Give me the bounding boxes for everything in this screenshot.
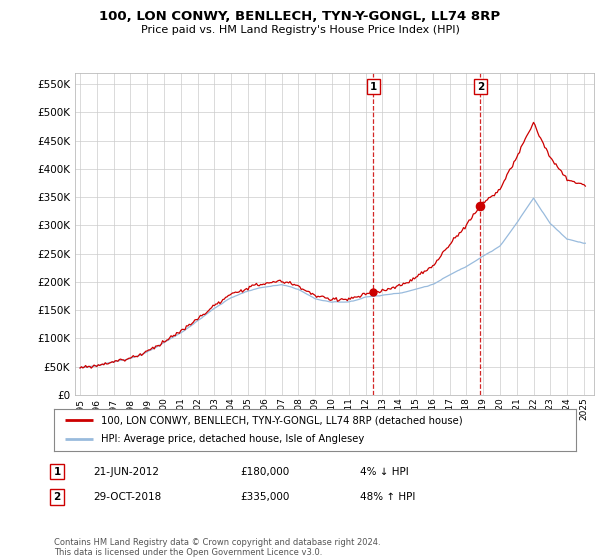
Text: £180,000: £180,000 [240,466,289,477]
Text: 2: 2 [53,492,61,502]
Text: 48% ↑ HPI: 48% ↑ HPI [360,492,415,502]
Text: 21-JUN-2012: 21-JUN-2012 [93,466,159,477]
Text: 100, LON CONWY, BENLLECH, TYN-Y-GONGL, LL74 8RP: 100, LON CONWY, BENLLECH, TYN-Y-GONGL, L… [100,10,500,23]
Text: 100, LON CONWY, BENLLECH, TYN-Y-GONGL, LL74 8RP (detached house): 100, LON CONWY, BENLLECH, TYN-Y-GONGL, L… [101,415,463,425]
Point [368,287,378,296]
Text: 1: 1 [53,466,61,477]
Point [475,202,485,211]
Text: 4% ↓ HPI: 4% ↓ HPI [360,466,409,477]
Text: 1: 1 [370,82,377,92]
Text: Contains HM Land Registry data © Crown copyright and database right 2024.
This d: Contains HM Land Registry data © Crown c… [54,538,380,557]
Text: HPI: Average price, detached house, Isle of Anglesey: HPI: Average price, detached house, Isle… [101,435,364,445]
Text: £335,000: £335,000 [240,492,289,502]
Text: 29-OCT-2018: 29-OCT-2018 [93,492,161,502]
Text: Price paid vs. HM Land Registry's House Price Index (HPI): Price paid vs. HM Land Registry's House … [140,25,460,35]
Text: 2: 2 [476,82,484,92]
